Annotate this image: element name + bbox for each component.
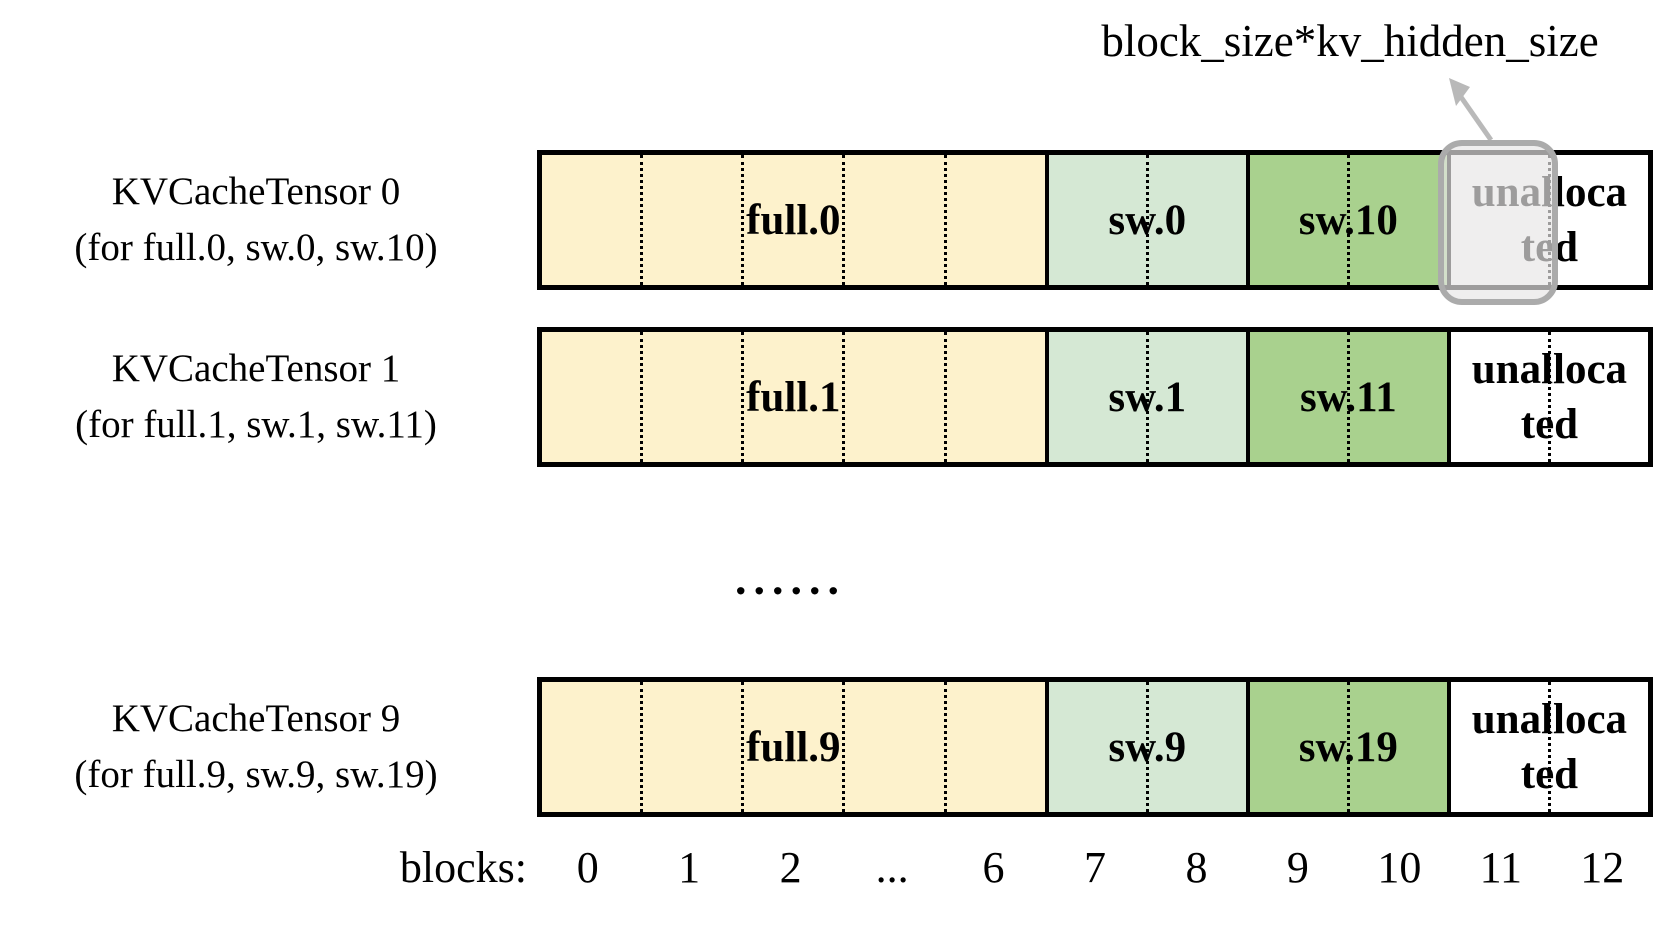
- rows-ellipsis: ......: [735, 552, 846, 604]
- row-subtitle: (for full.1, sw.1, sw.11): [75, 403, 437, 446]
- block-tick: 1: [678, 842, 701, 892]
- row-1-label: KVCacheTensor 1 (for full.1, sw.1, sw.11…: [8, 327, 504, 467]
- block-tick: 9: [1286, 842, 1309, 892]
- row-title: KVCacheTensor 1: [111, 347, 401, 390]
- segment-label: unalloca ted: [1471, 346, 1628, 448]
- kv-cache-bar-0: full.0 sw.0 sw.10 unalloca ted: [537, 140, 1653, 305]
- block-cells: [542, 155, 1045, 285]
- segment-label: sw.1: [1108, 373, 1187, 421]
- block-cells: [1250, 682, 1447, 812]
- block-tick: 11: [1479, 842, 1522, 892]
- block-ticks: 0 1 2 ... 6 7 8 9 10 11 12: [537, 836, 1653, 898]
- row-title: KVCacheTensor 9: [111, 697, 401, 740]
- annotation-arrow-icon: [1449, 78, 1494, 142]
- segment-unallocated-9: unalloca ted: [1446, 682, 1648, 812]
- block-cells: [1250, 155, 1447, 285]
- kv-cache-bar-9: full.9 sw.9 sw.19 unalloca ted: [537, 677, 1653, 817]
- segment-label: sw.0: [1108, 196, 1187, 244]
- block-tick: ...: [875, 842, 909, 892]
- block-cells: [1049, 332, 1246, 462]
- segment-label: sw.9: [1108, 723, 1187, 771]
- block-cells: [542, 682, 1045, 812]
- tensor-row-1: KVCacheTensor 1 (for full.1, sw.1, sw.11…: [0, 327, 1676, 467]
- segment-sw-19: sw.19: [1245, 682, 1447, 812]
- segment-label: sw.10: [1298, 196, 1398, 244]
- segment-full-0: full.0: [542, 155, 1045, 285]
- block-cells: [1049, 682, 1246, 812]
- block-tick: 12: [1580, 842, 1625, 892]
- segment-full-9: full.9: [542, 682, 1045, 812]
- block-cells: [1049, 155, 1246, 285]
- segment-label: sw.19: [1298, 723, 1398, 771]
- segment-sw-10: sw.10: [1245, 155, 1447, 285]
- segment-label: unalloca ted: [1471, 696, 1628, 798]
- segment-label: full.0: [746, 196, 841, 244]
- segment-sw-11: sw.11: [1245, 332, 1447, 462]
- row-title: KVCacheTensor 0: [111, 170, 401, 213]
- blocks-axis-label: blocks:: [399, 842, 527, 892]
- block-cells: [1250, 332, 1447, 462]
- tensor-row-9: KVCacheTensor 9 (for full.9, sw.9, sw.19…: [0, 677, 1676, 817]
- row-0-label: KVCacheTensor 0 (for full.0, sw.0, sw.10…: [8, 150, 504, 290]
- blocks-axis: blocks: 0 1 2 ... 6 7 8 9 10 11 12: [0, 836, 1676, 898]
- block-tick: 0: [576, 842, 599, 892]
- segment-unallocated-0: unalloca ted: [1446, 155, 1648, 285]
- row-subtitle: (for full.0, sw.0, sw.10): [74, 226, 438, 269]
- row-9-label: KVCacheTensor 9 (for full.9, sw.9, sw.19…: [8, 677, 504, 817]
- segment-sw-9: sw.9: [1044, 682, 1246, 812]
- segment-label: full.9: [746, 723, 841, 771]
- block-cells: [1451, 332, 1648, 462]
- block-cells: [1451, 682, 1648, 812]
- kv-cache-bar-1: full.1 sw.1 sw.11 unalloca ted: [537, 327, 1653, 467]
- annotation-label: block_size*kv_hidden_size: [1101, 16, 1599, 66]
- segment-label: sw.11: [1299, 373, 1397, 421]
- block-cells: [542, 332, 1045, 462]
- segment-label: full.1: [746, 373, 841, 421]
- row-subtitle: (for full.9, sw.9, sw.19): [74, 753, 438, 796]
- block-tick: 10: [1377, 842, 1422, 892]
- tensor-row-0: KVCacheTensor 0 (for full.0, sw.0, sw.10…: [0, 140, 1676, 305]
- segment-label: unalloca ted: [1471, 169, 1628, 271]
- block-tick: 2: [779, 842, 802, 892]
- block-tick: 7: [1083, 842, 1106, 892]
- segment-unallocated-1: unalloca ted: [1446, 332, 1648, 462]
- segment-sw-0: sw.0: [1044, 155, 1246, 285]
- block-tick: 8: [1185, 842, 1208, 892]
- segment-sw-1: sw.1: [1044, 332, 1246, 462]
- block-tick: 6: [982, 842, 1005, 892]
- segment-full-1: full.1: [542, 332, 1045, 462]
